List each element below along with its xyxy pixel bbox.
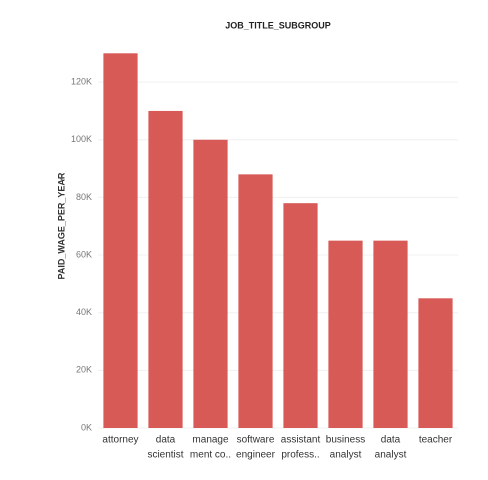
sort-icon[interactable] [58,175,63,181]
x-tick-label: teacher [419,435,453,446]
x-tick-label: ment co.. [190,450,231,461]
bar [328,240,363,428]
x-tick-label: scientist [147,450,183,461]
x-tick-label: attorney [102,435,138,446]
y-axis-label: PAID_WAGE_PER_YEAR [56,172,66,279]
chart-title: JOB_TITLE_SUBGROUP [225,20,331,30]
bar [238,174,273,428]
x-tick-label: data [381,435,401,446]
y-tick-label: 60K [76,249,92,259]
bar [373,240,408,428]
bar [148,110,183,429]
y-tick-label: 40K [76,307,92,317]
x-tick-label: engineer [236,450,276,461]
x-tick-label: business [326,435,365,446]
x-tick-label: manage [192,435,229,446]
y-tick-label: 20K [76,365,92,375]
bar [418,298,453,428]
x-tick-label: data [156,435,176,446]
x-tick-label: profess.. [281,450,319,461]
x-tick-label: assistant [281,435,321,446]
y-tick-label: 100K [71,134,92,144]
y-tick-label: 0K [81,422,92,432]
bar [283,203,318,428]
x-tick-label: software [237,435,275,446]
y-tick-label: 120K [71,76,92,86]
bar [103,53,138,428]
x-tick-label: analyst [330,450,362,461]
y-tick-label: 80K [76,192,92,202]
x-tick-label: analyst [375,450,407,461]
bar [193,139,228,428]
